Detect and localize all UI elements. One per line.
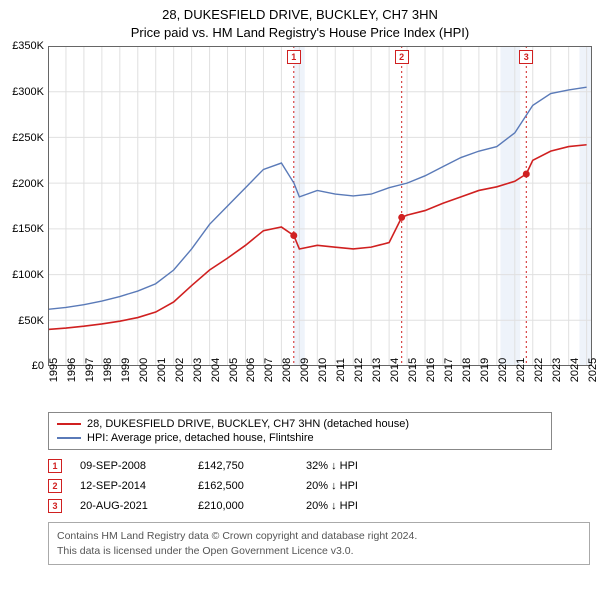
- x-tick-label: 2015: [407, 358, 419, 382]
- x-tick-label: 2005: [228, 358, 240, 382]
- x-tick-label: 2013: [371, 358, 383, 382]
- chart-title: 28, DUKESFIELD DRIVE, BUCKLEY, CH7 3HN P…: [0, 0, 600, 46]
- x-tick-label: 2012: [353, 358, 365, 382]
- event-row: 1 09-SEP-2008 £142,750 32% ↓ HPI: [48, 456, 552, 476]
- legend-row: 28, DUKESFIELD DRIVE, BUCKLEY, CH7 3HN (…: [57, 417, 543, 431]
- event-row: 2 12-SEP-2014 £162,500 20% ↓ HPI: [48, 476, 552, 496]
- event-marker-box: 2: [48, 479, 62, 493]
- event-price: £210,000: [198, 500, 288, 512]
- x-tick-label: 2019: [479, 358, 491, 382]
- legend-swatch: [57, 423, 81, 425]
- x-axis: 1995199619971998199920002001200220032004…: [48, 366, 592, 406]
- x-tick-label: 2011: [335, 359, 347, 383]
- events-table: 1 09-SEP-2008 £142,750 32% ↓ HPI 2 12-SEP-201…: [48, 456, 552, 516]
- x-tick-label: 2010: [317, 358, 329, 382]
- event-delta: 32% ↓ HPI: [306, 460, 396, 472]
- y-tick-label: £0: [32, 360, 44, 372]
- y-tick-label: £200K: [12, 178, 44, 190]
- x-tick-label: 2018: [461, 358, 473, 382]
- x-tick-label: 2000: [138, 358, 150, 382]
- x-tick-label: 1999: [120, 358, 132, 382]
- legend-label: HPI: Average price, detached house, Flin…: [87, 432, 314, 444]
- x-tick-label: 1996: [66, 358, 78, 382]
- y-tick-label: £150K: [12, 223, 44, 235]
- event-delta: 20% ↓ HPI: [306, 480, 396, 492]
- y-tick-label: £50K: [18, 315, 44, 327]
- x-tick-label: 2020: [497, 358, 509, 382]
- y-tick-label: £350K: [12, 40, 44, 52]
- x-tick-label: 2001: [156, 358, 168, 382]
- x-tick-label: 2022: [533, 358, 545, 382]
- x-tick-label: 1998: [102, 358, 114, 382]
- x-tick-label: 2016: [425, 358, 437, 382]
- legend: 28, DUKESFIELD DRIVE, BUCKLEY, CH7 3HN (…: [48, 412, 552, 450]
- x-tick-label: 2009: [299, 358, 311, 382]
- attribution-footer: Contains HM Land Registry data © Crown c…: [48, 522, 590, 564]
- x-tick-label: 1995: [48, 358, 60, 382]
- chart-container: 28, DUKESFIELD DRIVE, BUCKLEY, CH7 3HN P…: [0, 0, 600, 565]
- event-date: 09-SEP-2008: [80, 460, 180, 472]
- event-marker-box: 3: [48, 499, 62, 513]
- x-tick-label: 2007: [263, 358, 275, 382]
- event-price: £162,500: [198, 480, 288, 492]
- event-date: 20-AUG-2021: [80, 500, 180, 512]
- x-tick-label: 2017: [443, 358, 455, 382]
- legend-label: 28, DUKESFIELD DRIVE, BUCKLEY, CH7 3HN (…: [87, 418, 409, 430]
- y-tick-label: £100K: [12, 269, 44, 281]
- x-tick-label: 2014: [389, 358, 401, 382]
- event-row: 3 20-AUG-2021 £210,000 20% ↓ HPI: [48, 496, 552, 516]
- x-tick-label: 2003: [192, 358, 204, 382]
- x-tick-label: 2024: [569, 358, 581, 382]
- x-tick-label: 2025: [587, 358, 599, 382]
- plot-area: 1 2 3: [48, 46, 592, 366]
- event-date: 12-SEP-2014: [80, 480, 180, 492]
- x-tick-label: 2006: [245, 358, 257, 382]
- x-tick-label: 2004: [210, 358, 222, 382]
- y-tick-label: £250K: [12, 132, 44, 144]
- x-tick-label: 2008: [281, 358, 293, 382]
- title-line-2: Price paid vs. HM Land Registry's House …: [0, 24, 600, 42]
- legend-row: HPI: Average price, detached house, Flin…: [57, 431, 543, 445]
- x-tick-label: 2002: [174, 358, 186, 382]
- x-tick-label: 2023: [551, 358, 563, 382]
- event-marker-3: 3: [519, 50, 533, 64]
- footer-line-2: This data is licensed under the Open Gov…: [57, 544, 581, 558]
- event-price: £142,750: [198, 460, 288, 472]
- legend-swatch: [57, 437, 81, 439]
- y-axis: £0£50K£100K£150K£200K£250K£300K£350K: [0, 46, 48, 366]
- plot-svg: [48, 46, 592, 366]
- event-marker-box: 1: [48, 459, 62, 473]
- event-delta: 20% ↓ HPI: [306, 500, 396, 512]
- x-tick-label: 2021: [515, 358, 527, 382]
- x-tick-label: 1997: [84, 358, 96, 382]
- footer-line-1: Contains HM Land Registry data © Crown c…: [57, 529, 581, 543]
- y-tick-label: £300K: [12, 86, 44, 98]
- event-marker-2: 2: [395, 50, 409, 64]
- title-line-1: 28, DUKESFIELD DRIVE, BUCKLEY, CH7 3HN: [0, 6, 600, 24]
- event-marker-1: 1: [287, 50, 301, 64]
